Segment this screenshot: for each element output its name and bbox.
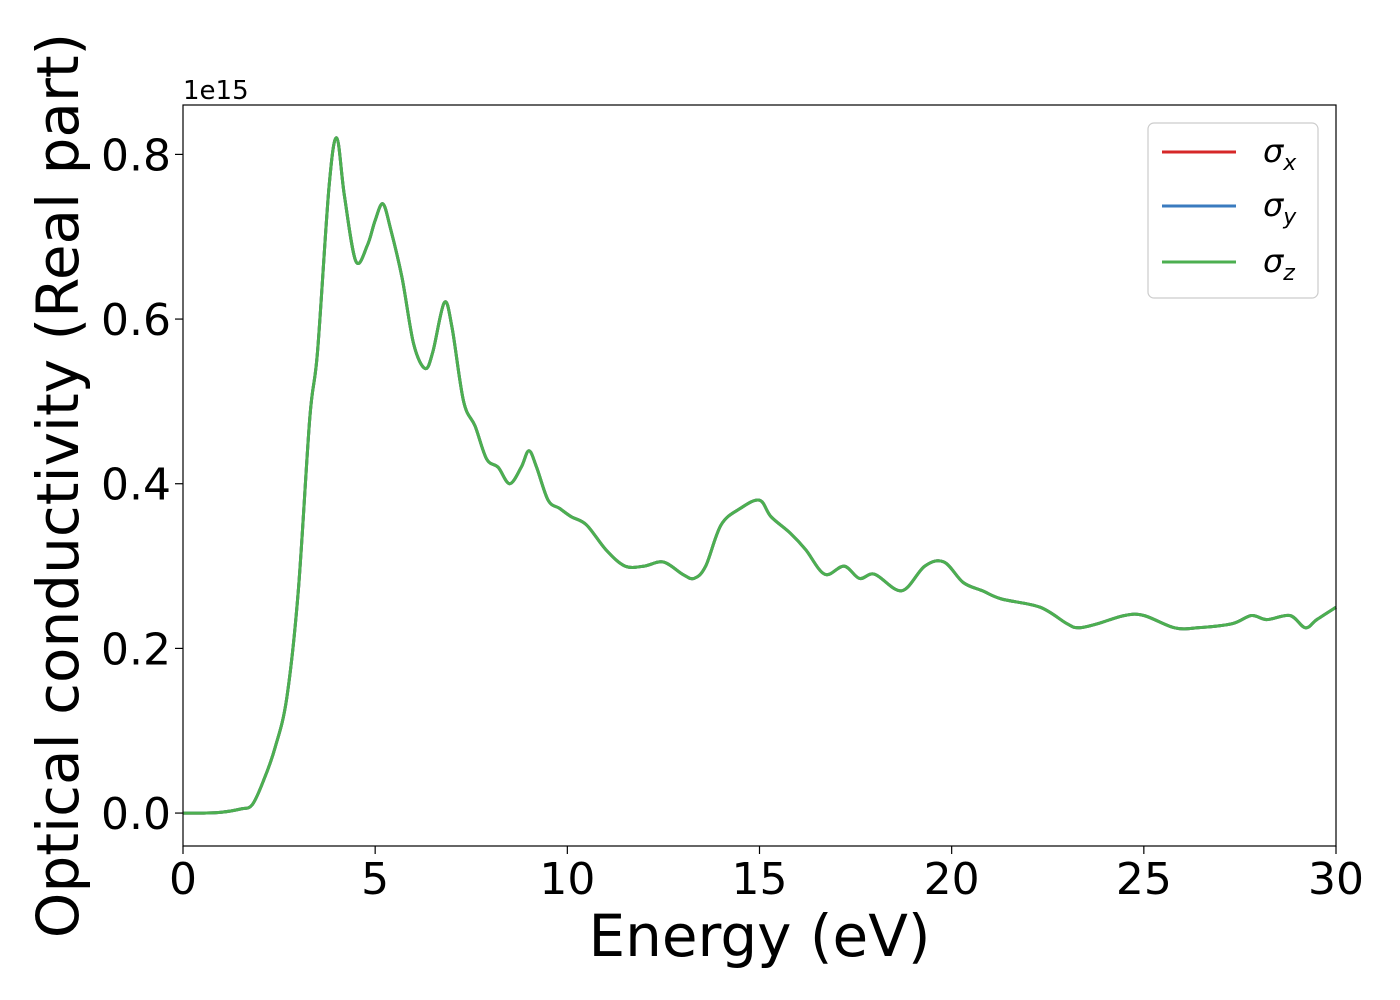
x-tick-label: 5 <box>361 854 389 905</box>
legend-label-z: σz <box>1263 242 1295 286</box>
y-tick-label: 0.4 <box>101 460 171 511</box>
x-tick-label: 10 <box>539 854 595 905</box>
x-tick-label: 0 <box>169 854 197 905</box>
legend-subscript: y <box>1282 205 1297 230</box>
legend-symbol: σ <box>1263 242 1285 280</box>
x-axis-label: Energy (eV) <box>588 902 930 970</box>
legend-symbol: σ <box>1263 132 1285 170</box>
y-tick-label: 0.8 <box>101 130 171 181</box>
legend-box <box>1147 122 1319 299</box>
x-tick-label: 25 <box>1116 854 1172 905</box>
y-offset-label: 1e15 <box>183 76 249 106</box>
y-tick-label: 0.2 <box>101 624 171 675</box>
legend-label-y: σy <box>1263 186 1297 230</box>
y-axis-ticks: 0.0 0.2 0.4 0.6 0.8 <box>101 130 183 840</box>
legend-label-x: σx <box>1263 132 1297 176</box>
x-tick-label: 15 <box>732 854 788 905</box>
x-axis-ticks: 0 5 10 15 20 25 30 <box>169 846 1364 905</box>
x-tick-label: 30 <box>1308 854 1364 905</box>
series-line-z <box>182 136 1337 815</box>
y-tick-label: 0.0 <box>101 789 171 840</box>
legend-symbol: σ <box>1263 186 1285 224</box>
legend-subscript: x <box>1282 151 1297 176</box>
x-tick-label: 20 <box>924 854 980 905</box>
y-tick-label: 0.6 <box>101 295 171 346</box>
series-lines <box>182 136 1337 815</box>
y-axis-label: Optical conductivity (Real part) <box>24 33 92 938</box>
legend-subscript: z <box>1282 261 1295 286</box>
